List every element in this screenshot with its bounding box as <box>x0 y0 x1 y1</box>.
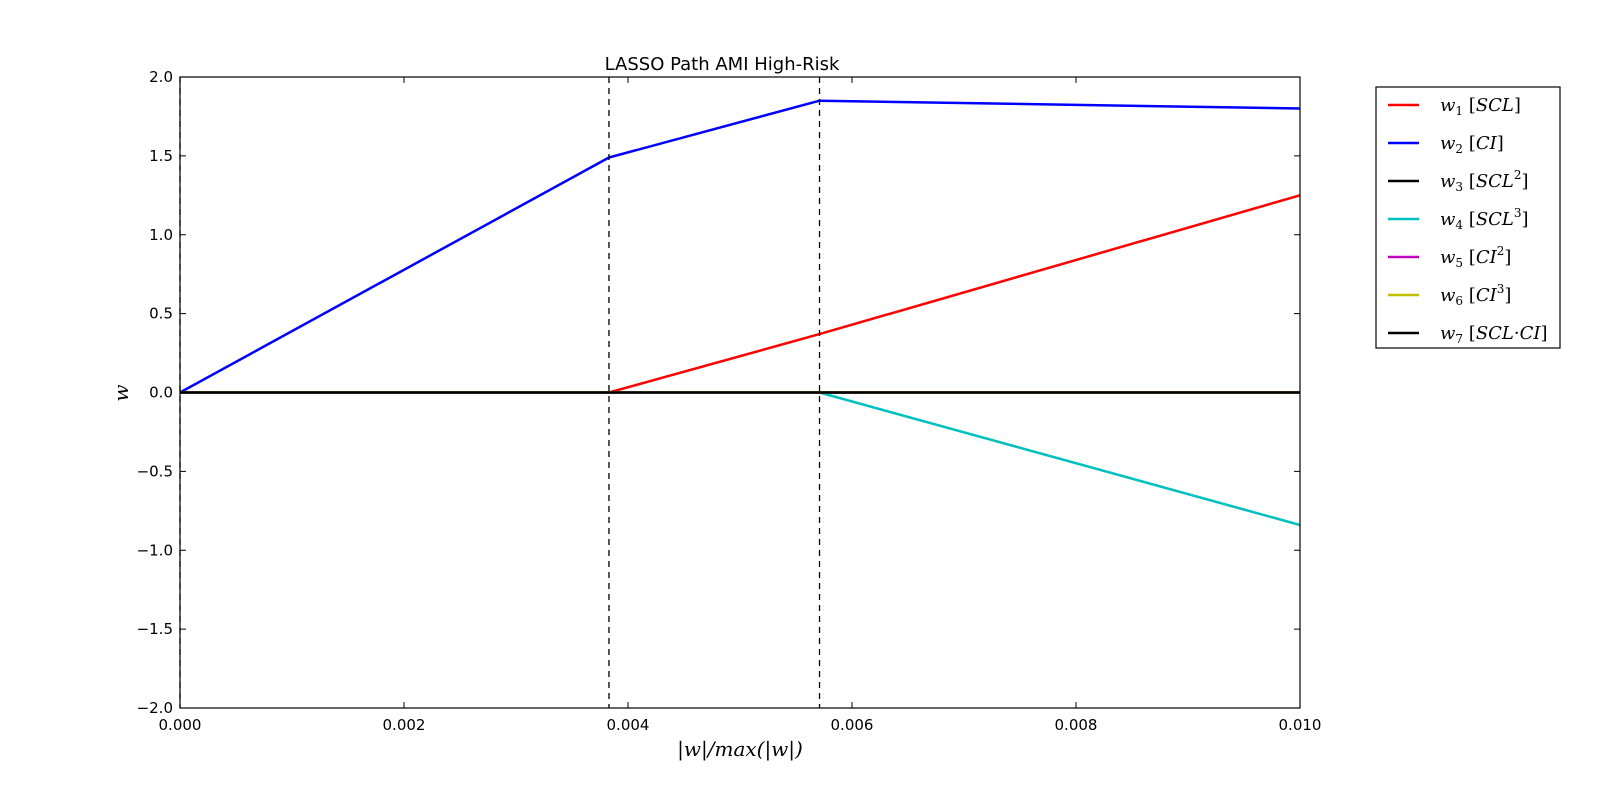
y-tick-label: −0.5 <box>137 462 173 480</box>
axis-ticks: 0.000 0.002 0.004 0.006 0.008 0.010 2.0 1.5 1.0 0… <box>137 68 1322 734</box>
y-tick-label: 0.0 <box>149 384 173 402</box>
chart-title: LASSO Path AMI High-Risk <box>605 54 840 75</box>
legend-label-w3: w3 [SCL2] <box>1440 168 1529 194</box>
series-line-w4 <box>180 391 1301 527</box>
y-axis-label: w <box>109 384 133 401</box>
y-tick-label: 0.5 <box>149 305 173 323</box>
x-tick-label: 0.002 <box>383 716 426 734</box>
plot-area <box>179 77 1301 708</box>
series-line-w1 <box>180 194 1301 394</box>
legend-label-w2: w2 [CI] <box>1440 133 1504 156</box>
y-tick-label: 1.5 <box>149 147 173 165</box>
y-tick-label: 2.0 <box>149 68 173 86</box>
x-tick-label: 0.004 <box>607 716 650 734</box>
x-tick-label: 0.008 <box>1055 716 1098 734</box>
legend-box <box>1375 86 1561 349</box>
legend-label-w1: w1 [SCL] <box>1440 95 1521 118</box>
y-tick-label: −2.0 <box>137 699 173 717</box>
legend-label-w5: w5 [CI2] <box>1440 244 1511 270</box>
legend-label-w7: w7 [SCL·CI] <box>1440 323 1548 346</box>
y-tick-label: −1.0 <box>137 541 173 559</box>
y-tick-label: 1.0 <box>149 226 173 244</box>
legend: w1 [SCL] w2 [CI] w3 [SCL2] w4 [SCL3] w5 [CI2… <box>1375 86 1561 349</box>
x-tick-label: 0.000 <box>159 716 202 734</box>
legend-label-w6: w6 [CI3] <box>1440 282 1511 308</box>
legend-label-w4: w4 [SCL3] <box>1440 206 1529 232</box>
series-line-w2 <box>179 99 1301 394</box>
x-tick-label: 0.006 <box>831 716 874 734</box>
x-tick-label: 0.010 <box>1279 716 1322 734</box>
x-axis-label: |w|/max(|w|) <box>677 737 803 762</box>
y-tick-label: −1.5 <box>137 620 173 638</box>
